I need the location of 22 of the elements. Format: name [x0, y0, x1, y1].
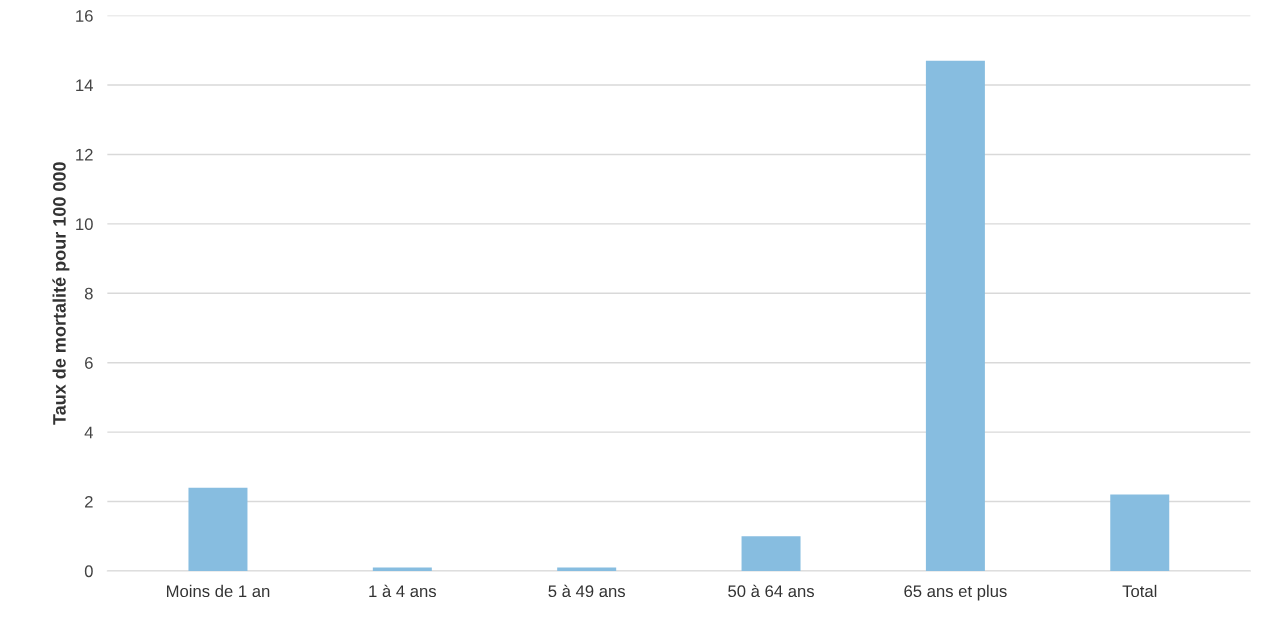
y-tick-label: 4	[84, 426, 93, 439]
y-tick-label: 10	[76, 218, 93, 231]
y-tick-label: 12	[76, 148, 93, 161]
bar	[741, 536, 801, 571]
x-tick-label: 65 ans et plus	[904, 584, 1007, 601]
y-tick-label: 14	[76, 79, 93, 92]
y-axis-title: Taux de mortalité pour 100 000	[52, 162, 70, 425]
y-tick-label: 6	[85, 357, 93, 369]
x-tick-label: Moins de 1 an	[166, 584, 270, 598]
y-tick-label: 16	[76, 10, 93, 22]
x-tick-label: Total	[1122, 584, 1157, 598]
y-tick-label: 0	[84, 565, 93, 578]
bar	[188, 487, 248, 571]
y-tick-label: 8	[84, 287, 93, 300]
bar	[557, 567, 617, 571]
bar	[372, 567, 432, 571]
x-tick-label: 1 à 4 ans	[369, 584, 437, 598]
bar	[925, 60, 985, 571]
x-tick-label: 5 à 49 ans	[548, 584, 626, 598]
x-tick-label: 50 à 64 ans	[728, 584, 814, 598]
bar	[1110, 494, 1170, 571]
y-tick-label: 2	[85, 495, 93, 508]
